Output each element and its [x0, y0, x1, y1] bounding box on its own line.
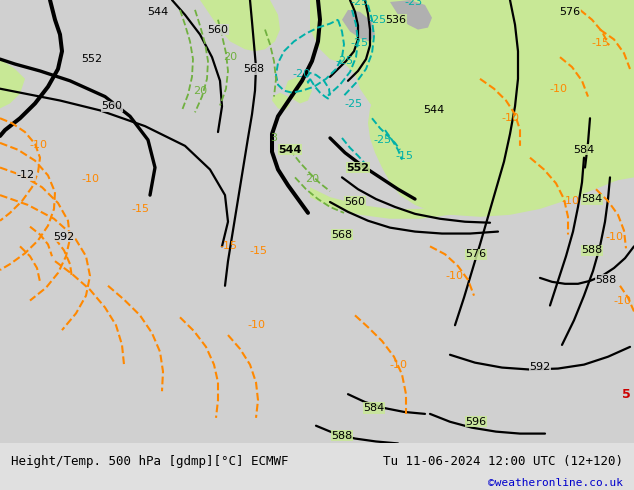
Text: -25: -25 [351, 38, 369, 49]
Text: -10: -10 [81, 174, 99, 184]
Text: -15: -15 [395, 151, 413, 161]
Text: 588: 588 [595, 275, 617, 285]
Text: -15: -15 [131, 204, 149, 214]
Text: 544: 544 [424, 105, 444, 115]
Text: 560: 560 [101, 101, 122, 111]
Text: -25: -25 [369, 15, 387, 24]
Text: -10: -10 [605, 231, 623, 242]
Text: -15: -15 [219, 242, 237, 251]
Text: -15: -15 [591, 38, 609, 49]
Text: 576: 576 [559, 7, 581, 17]
Text: 544: 544 [278, 145, 302, 155]
Text: 560: 560 [344, 197, 365, 207]
Polygon shape [285, 77, 312, 103]
Polygon shape [310, 0, 634, 160]
Text: 5: 5 [621, 388, 630, 401]
Text: 588: 588 [332, 431, 353, 441]
Polygon shape [310, 168, 634, 219]
Text: -10: -10 [561, 196, 579, 206]
Text: 576: 576 [465, 249, 486, 259]
Text: 552: 552 [81, 54, 103, 64]
Text: -25: -25 [345, 99, 363, 109]
Text: 20: 20 [223, 52, 237, 62]
Text: -10: -10 [389, 360, 407, 369]
Text: 584: 584 [581, 194, 603, 204]
Text: 20: 20 [305, 174, 319, 184]
Text: -12: -12 [17, 171, 35, 180]
Text: 552: 552 [347, 163, 370, 172]
Text: 588: 588 [581, 245, 603, 255]
Text: -15: -15 [249, 246, 267, 256]
Text: 596: 596 [465, 417, 486, 427]
Polygon shape [342, 10, 375, 41]
Text: -10: -10 [247, 320, 265, 330]
Text: 584: 584 [363, 403, 385, 413]
Text: 544: 544 [147, 7, 169, 17]
Text: 584: 584 [573, 145, 595, 155]
Polygon shape [272, 93, 290, 110]
Polygon shape [0, 59, 25, 108]
Polygon shape [368, 0, 634, 217]
Polygon shape [390, 0, 432, 29]
Text: 592: 592 [529, 362, 550, 371]
Text: 3: 3 [271, 133, 278, 143]
Text: ©weatheronline.co.uk: ©weatheronline.co.uk [488, 478, 623, 488]
Text: 568: 568 [243, 64, 264, 74]
Text: -10: -10 [445, 271, 463, 281]
Polygon shape [200, 0, 280, 51]
Text: Tu 11-06-2024 12:00 UTC (12+120): Tu 11-06-2024 12:00 UTC (12+120) [382, 455, 623, 467]
Polygon shape [390, 0, 634, 61]
Text: -20: -20 [293, 69, 311, 79]
Text: 568: 568 [332, 229, 353, 240]
Text: Height/Temp. 500 hPa [gdmp][°C] ECMWF: Height/Temp. 500 hPa [gdmp][°C] ECMWF [11, 455, 289, 467]
Text: -10: -10 [501, 113, 519, 123]
Text: -25: -25 [351, 0, 369, 7]
Text: -25: -25 [336, 56, 354, 66]
Text: 560: 560 [207, 24, 228, 35]
Polygon shape [520, 0, 634, 22]
Text: -10: -10 [613, 295, 631, 306]
Text: -23: -23 [405, 0, 423, 7]
Text: 20: 20 [193, 86, 207, 96]
Text: -10: -10 [29, 140, 47, 150]
Text: -25: -25 [374, 135, 392, 145]
Text: -10: -10 [549, 84, 567, 94]
Text: 592: 592 [53, 231, 75, 242]
Text: 536: 536 [385, 15, 406, 24]
